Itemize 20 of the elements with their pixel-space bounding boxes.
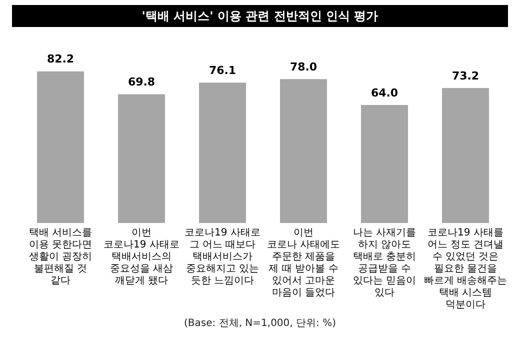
bar <box>280 79 327 223</box>
bar <box>118 94 165 223</box>
bar <box>199 82 246 223</box>
text: (Base: 전체, N=1,000, 단위: %) <box>183 317 337 330</box>
x-tick-label: 이번 코로나19 사태로 택배서비스의 중요성을 새삼 깨닫게 됐다 <box>104 228 180 287</box>
x-tick-label: 나는 사재기를 하지 않아도 택배로 충분히 공급받을 수 있다는 믿음이 있다 <box>352 228 416 299</box>
data-label: 78.0 <box>290 60 318 74</box>
bar <box>361 104 408 223</box>
x-tick-label: 이번 코로나 사태에도 주문한 제품을 제 때 받아볼 수 있어서 고마운 마음이 들었다 <box>266 228 340 299</box>
chart-title: '택배 서비스' 이용 관련 전반적인 인식 평가 <box>12 5 508 27</box>
data-label: 64.0 <box>370 86 398 100</box>
x-tick-label: 코로나19 사태로 그 어느 때보다 택배서비스가 중요해지고 있는 듯한 느낌이다 <box>184 228 260 287</box>
x-tick-label: 택배 서비스를 이용 못한다면 생활이 굉장히 불편해질 것 같다 <box>28 228 92 287</box>
x-tick-label: 코로나19 사태를 어느 정도 견뎌낼 수 있었던 것은 필요한 물건을 빠르게 배송해주는 택배 시스템 덕분이다 <box>424 228 508 311</box>
data-label: 73.2 <box>452 69 480 82</box>
data-label: 69.8 <box>128 76 156 89</box>
data-label: 76.1 <box>208 64 236 77</box>
data-label: 82.2 <box>46 52 74 66</box>
bar <box>442 88 489 223</box>
bar <box>37 71 84 223</box>
